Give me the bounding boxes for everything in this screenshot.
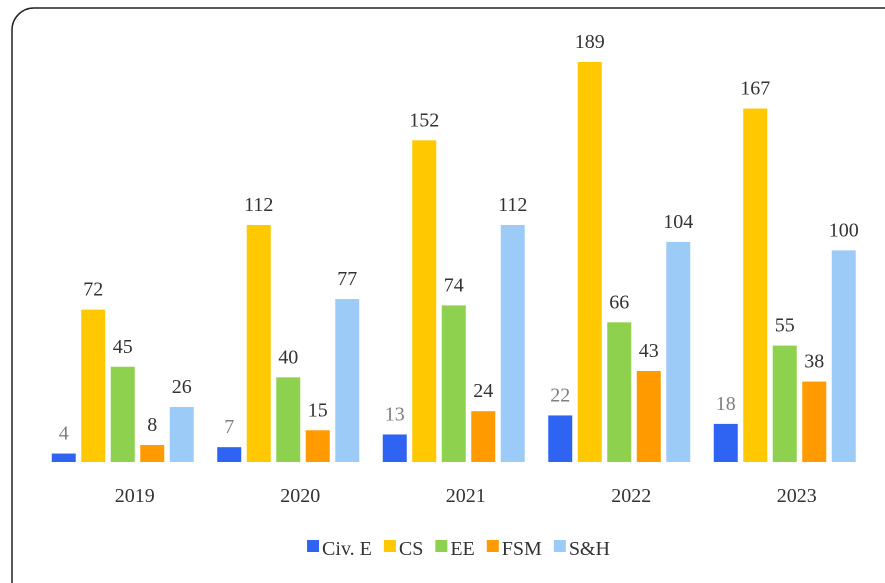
data-label: 189 <box>575 31 605 53</box>
legend-swatch <box>553 540 566 552</box>
data-label: 77 <box>337 268 357 290</box>
bar <box>217 447 242 462</box>
data-label: 152 <box>409 109 439 131</box>
bar <box>743 108 768 462</box>
x-tick-label: 2023 <box>777 485 817 507</box>
bar <box>335 299 360 462</box>
bar <box>81 309 106 462</box>
legend-label: FSM <box>502 538 542 560</box>
bar <box>471 411 496 462</box>
bar <box>577 62 602 462</box>
bar <box>305 430 330 462</box>
frame <box>11 7 885 583</box>
data-label: 26 <box>172 376 192 398</box>
data-label: 40 <box>278 346 298 368</box>
x-tick-label: 2020 <box>280 485 320 507</box>
bar <box>110 366 135 462</box>
data-label: 18 <box>716 393 736 415</box>
bar <box>666 241 691 462</box>
bar <box>831 250 856 462</box>
data-label: 22 <box>550 384 570 406</box>
data-label: 66 <box>609 291 629 313</box>
data-label: 38 <box>804 351 824 373</box>
legend-swatch <box>435 540 448 552</box>
legend-label: EE <box>450 538 474 560</box>
data-label: 24 <box>473 380 493 402</box>
bar <box>382 434 407 462</box>
data-label: 4 <box>59 423 69 445</box>
legend-label: S&H <box>569 538 610 560</box>
bar <box>802 381 827 462</box>
data-label: 112 <box>498 194 527 216</box>
bar <box>441 305 466 462</box>
bar <box>412 140 437 462</box>
legend-swatch <box>307 540 320 552</box>
data-label: 8 <box>147 414 157 436</box>
data-label: 167 <box>740 78 770 100</box>
legend-label: CS <box>399 538 423 560</box>
x-tick-label: 2019 <box>115 485 155 507</box>
bar <box>713 423 738 462</box>
data-label: 45 <box>113 336 133 358</box>
data-label: 72 <box>83 279 103 301</box>
data-label: 100 <box>829 219 859 241</box>
bar <box>140 445 165 462</box>
x-tick-label: 2021 <box>446 485 486 507</box>
legend-label: Civ. E <box>322 538 372 560</box>
bar <box>772 345 797 462</box>
data-label: 13 <box>385 403 405 425</box>
bar <box>548 415 573 462</box>
bar <box>246 224 271 462</box>
data-label: 74 <box>444 274 464 296</box>
legend-swatch <box>383 540 396 552</box>
data-label: 43 <box>639 340 659 362</box>
bar <box>636 370 661 462</box>
bar <box>276 377 301 462</box>
bar <box>500 224 525 462</box>
bar <box>169 406 194 462</box>
x-tick-label: 2022 <box>611 485 651 507</box>
bar <box>607 322 632 462</box>
legend-swatch <box>486 540 499 552</box>
data-label: 15 <box>308 399 328 421</box>
data-label: 55 <box>775 315 795 337</box>
data-label: 112 <box>244 194 273 216</box>
data-label: 104 <box>663 211 693 233</box>
bar <box>51 453 76 462</box>
data-label: 7 <box>224 416 234 438</box>
